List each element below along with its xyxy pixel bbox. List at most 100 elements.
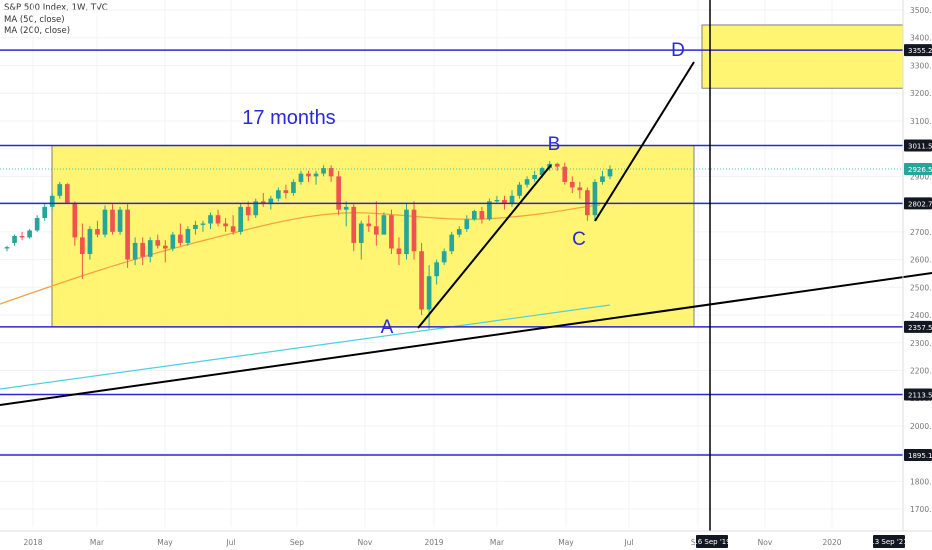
price-tick-label: 3300.0 bbox=[910, 61, 932, 70]
time-tag bbox=[696, 535, 728, 548]
wave-a-b-line bbox=[417, 164, 552, 329]
candle bbox=[19, 235, 25, 238]
candle bbox=[479, 211, 485, 220]
candle bbox=[449, 234, 455, 252]
time-tick-label: Jul bbox=[225, 538, 235, 547]
time-tick-label: 2018 bbox=[23, 538, 42, 547]
candle bbox=[155, 240, 161, 246]
candle bbox=[49, 195, 55, 207]
candle bbox=[102, 209, 108, 235]
candle bbox=[539, 168, 545, 175]
candle bbox=[562, 166, 568, 182]
time-tick-label: 2020 bbox=[822, 538, 841, 547]
price-tick-label: 2500.0 bbox=[910, 283, 932, 292]
candle bbox=[34, 217, 40, 231]
legend-ma200: MA (200, close) bbox=[4, 26, 71, 36]
ma50-line bbox=[0, 204, 601, 305]
candle bbox=[404, 209, 409, 255]
candle bbox=[600, 176, 605, 182]
price-axis[interactable]: 3500.03400.03300.03200.03100.03000.02900… bbox=[902, 0, 932, 531]
candle bbox=[215, 215, 221, 224]
time-tick-label: May bbox=[558, 538, 574, 547]
candle bbox=[178, 234, 183, 243]
candle bbox=[185, 229, 191, 243]
candle bbox=[607, 169, 613, 177]
candle bbox=[208, 215, 213, 224]
price-tag-label: 3355.2 bbox=[908, 47, 932, 55]
candle bbox=[117, 209, 123, 232]
horizontal-levels bbox=[0, 49, 903, 456]
time-axis[interactable]: 2018MarMayJulSepNov2019MarMayJulSepNov20… bbox=[0, 530, 932, 548]
wave-labels: A B C D 17 months bbox=[242, 40, 685, 338]
candle bbox=[110, 209, 115, 232]
candle bbox=[569, 181, 575, 188]
candle bbox=[238, 206, 243, 232]
candle bbox=[434, 262, 439, 277]
candle bbox=[577, 187, 583, 191]
candle bbox=[12, 235, 17, 243]
price-tick-label: 2300.0 bbox=[910, 339, 932, 348]
candle bbox=[245, 206, 251, 216]
support-trendline bbox=[0, 272, 932, 406]
candle bbox=[494, 199, 500, 202]
months-label: 17 months bbox=[242, 107, 335, 129]
time-tick-label: Nov bbox=[758, 538, 773, 547]
candle bbox=[502, 199, 507, 205]
candle bbox=[374, 226, 379, 235]
annotation-boxes bbox=[51, 24, 904, 328]
candle bbox=[328, 168, 334, 177]
price-tick-label: 1700.0 bbox=[910, 505, 932, 514]
candle bbox=[426, 276, 432, 310]
candle bbox=[524, 179, 530, 185]
trend-lines bbox=[0, 0, 932, 531]
candle bbox=[456, 229, 462, 235]
candle bbox=[464, 219, 470, 230]
candle bbox=[389, 215, 394, 249]
candle bbox=[306, 173, 311, 177]
candle bbox=[87, 229, 93, 255]
time-tick-label: Mar bbox=[90, 538, 105, 547]
wave-label-b: B bbox=[548, 134, 561, 155]
price-tick-label: 3100.0 bbox=[910, 117, 932, 126]
price-tick-label: 2700.0 bbox=[910, 228, 932, 237]
wave-label-a: A bbox=[381, 317, 394, 338]
candle bbox=[554, 163, 560, 167]
price-tick-label: 2200.0 bbox=[910, 366, 932, 375]
candle bbox=[223, 223, 228, 227]
candle bbox=[268, 198, 274, 205]
price-tick-label: 3400.0 bbox=[910, 34, 932, 43]
level-price-tag bbox=[904, 388, 932, 401]
chart-legend: S&P 500 Index, 1W, TVC MA (50, close) MA… bbox=[4, 3, 108, 38]
candle bbox=[517, 184, 522, 196]
price-tag-label: 2926.5 bbox=[908, 166, 932, 174]
candle bbox=[441, 251, 447, 263]
candle bbox=[336, 176, 341, 210]
candle bbox=[592, 181, 598, 216]
level-price-tag bbox=[904, 139, 932, 152]
candle bbox=[193, 224, 198, 230]
candle bbox=[471, 211, 477, 220]
candle bbox=[42, 206, 48, 218]
level-price-tag bbox=[904, 44, 932, 57]
current-price-tag bbox=[904, 163, 932, 176]
candle bbox=[419, 251, 424, 310]
candle bbox=[283, 190, 289, 194]
wave-c-d-line bbox=[594, 61, 695, 222]
time-tag-label: 16 Sep '19 bbox=[693, 538, 730, 546]
price-tick-label: 2400.0 bbox=[910, 311, 932, 320]
candle bbox=[253, 201, 259, 216]
candle bbox=[95, 229, 100, 235]
time-tick-label: Sep bbox=[290, 538, 304, 547]
wave-label-c: C bbox=[572, 229, 586, 250]
price-tick-label: 3500.0 bbox=[910, 6, 932, 15]
candle bbox=[358, 223, 364, 243]
price-tick-label: 3200.0 bbox=[910, 89, 932, 98]
target-box bbox=[701, 24, 904, 89]
legend-title: S&P 500 Index, 1W, TVC bbox=[4, 3, 108, 13]
price-tick-label: 2000.0 bbox=[910, 422, 932, 431]
price-tag-label: 2357.5 bbox=[908, 324, 932, 332]
candle bbox=[162, 245, 168, 249]
legend-ma50: MA (50, close) bbox=[4, 14, 65, 25]
candle bbox=[4, 247, 10, 249]
